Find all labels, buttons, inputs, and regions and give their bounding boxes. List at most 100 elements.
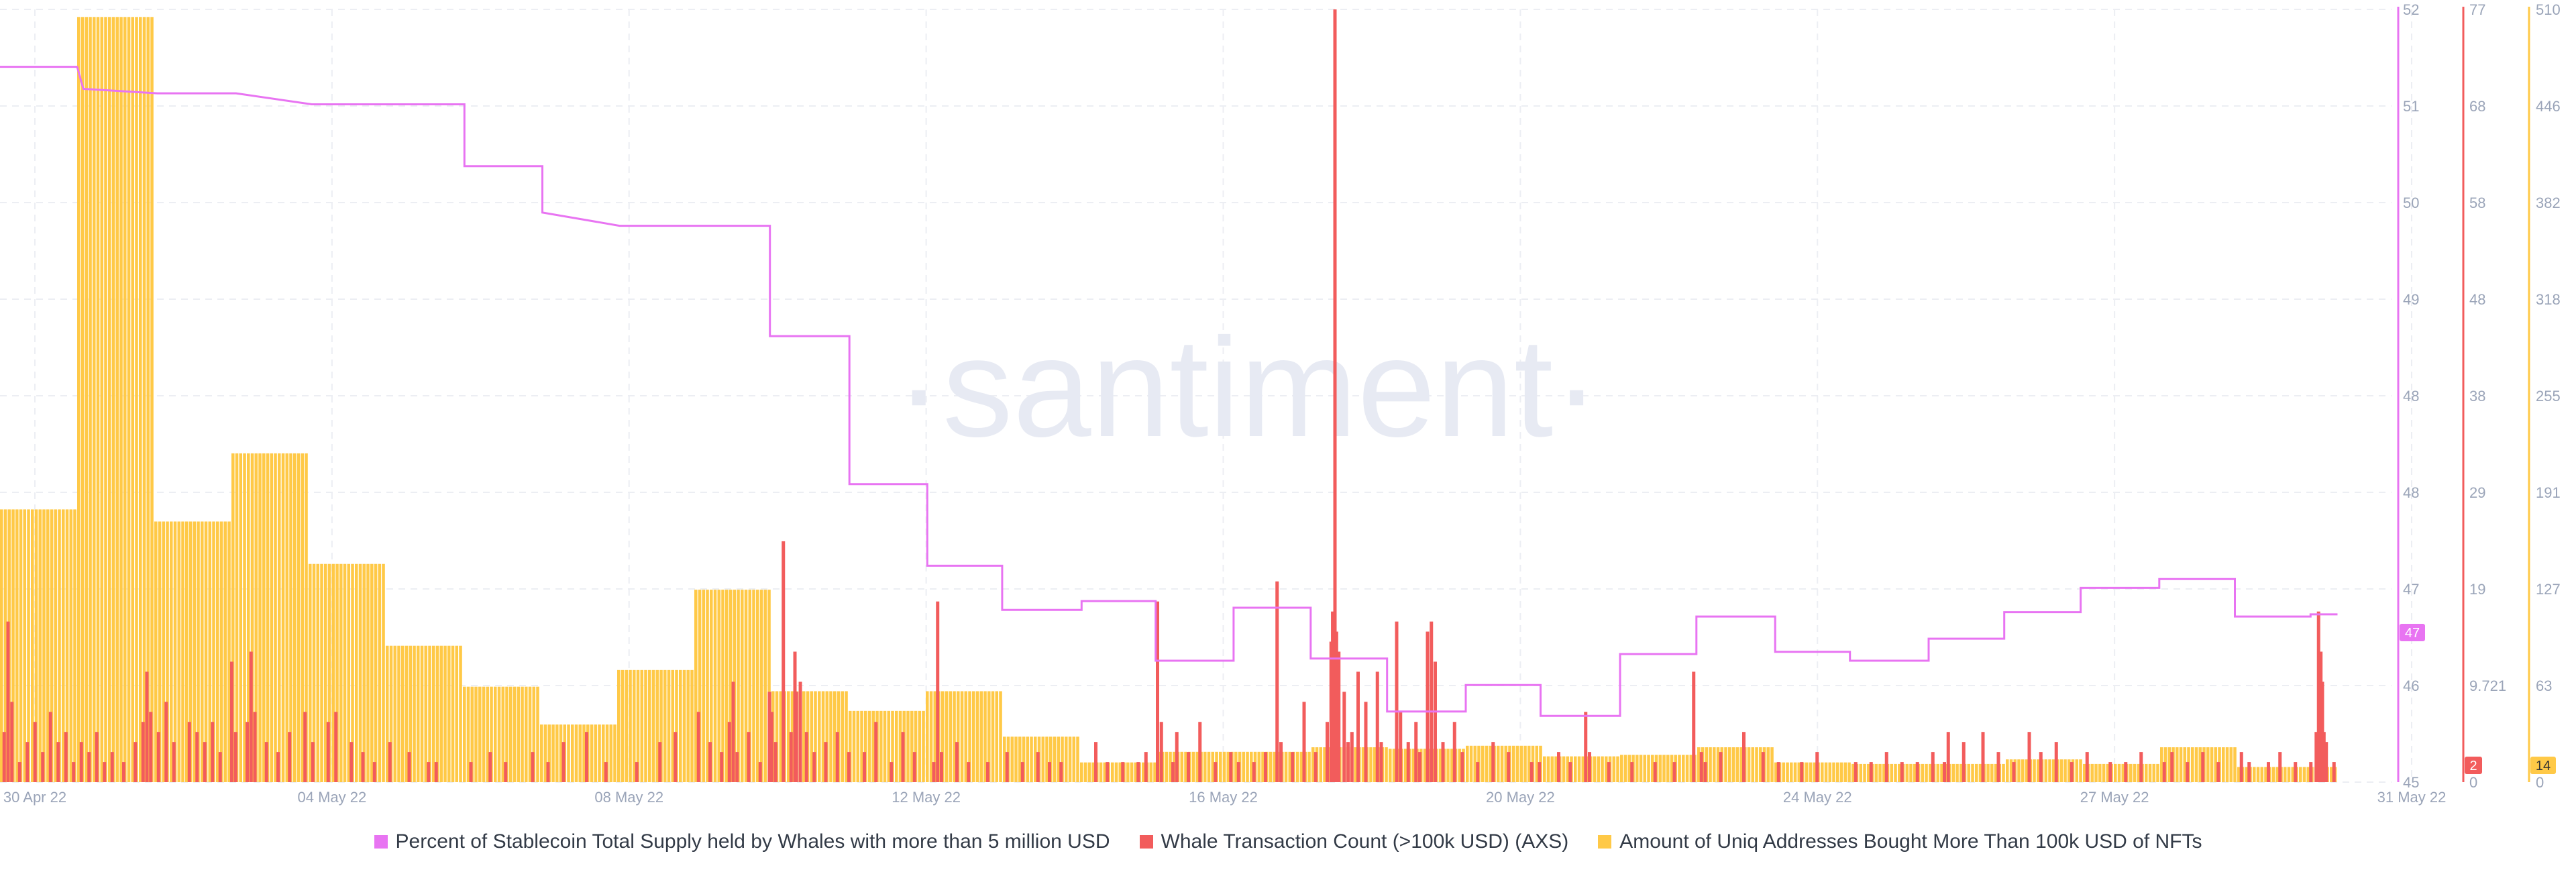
- nft-bar: [1978, 763, 1982, 782]
- nft-bar: [1041, 737, 1045, 782]
- whale-tx-bar: [1491, 742, 1495, 782]
- nft-bar: [706, 590, 709, 782]
- nft-bar: [1728, 747, 1731, 782]
- whale-tx-bar: [230, 661, 233, 782]
- nft-bar: [648, 669, 651, 782]
- nft-bar: [1523, 745, 1527, 782]
- nft-bar: [841, 691, 845, 782]
- whale-tx-bar: [708, 742, 712, 782]
- nft-bar: [1678, 755, 1681, 782]
- nft-bar: [219, 521, 223, 782]
- whale-tx-bar: [967, 762, 971, 782]
- whale-tx-bar: [195, 732, 199, 782]
- x-tick-label: 16 May 22: [1189, 789, 1258, 806]
- nft-bar: [1226, 751, 1230, 782]
- nft-tick-label: 318: [2536, 291, 2561, 308]
- nft-bar: [1018, 737, 1022, 782]
- nft-tick-label: 446: [2536, 98, 2561, 115]
- nft-bar: [2299, 767, 2302, 782]
- nft-bar: [1083, 762, 1087, 782]
- nft-bar: [1874, 763, 1878, 782]
- nft-bar: [2002, 763, 2005, 782]
- whale-tx-bar: [1441, 742, 1445, 782]
- nft-bar: [713, 590, 717, 782]
- whale-tx-bar: [1059, 762, 1063, 782]
- nft-bar: [825, 691, 829, 782]
- whale-tx-bar: [1588, 752, 1591, 782]
- nft-bar: [2194, 747, 2198, 782]
- nft-bar: [1843, 762, 1847, 782]
- nft-bar: [1709, 747, 1712, 782]
- stablecoin-tick-label: 46: [2403, 677, 2419, 694]
- nft-bar: [609, 724, 613, 782]
- whale-tx-bar: [1333, 9, 1337, 782]
- whale-tx-bar: [782, 541, 786, 782]
- whale-tx-bar: [1900, 762, 1904, 782]
- nft-bar: [343, 563, 347, 782]
- whale-tx-bar: [674, 732, 678, 782]
- nft-bar: [698, 590, 702, 782]
- whale-tx-bar: [1426, 631, 1430, 782]
- whale-tx-bar: [303, 712, 307, 782]
- whale-tx-bar: [2332, 762, 2336, 782]
- nft-tick-label: 0: [2536, 774, 2544, 791]
- nft-bar: [1713, 747, 1716, 782]
- nft-bar: [2287, 767, 2291, 782]
- nft-bar: [748, 590, 752, 782]
- whale-tx-bar: [211, 722, 215, 782]
- nft-bar: [1782, 762, 1786, 782]
- nft-bar: [474, 686, 478, 782]
- whale-tx-bar: [1364, 702, 1368, 782]
- nft-bar: [1169, 751, 1172, 782]
- nft-bar: [250, 453, 254, 782]
- nft-bar: [571, 724, 574, 782]
- nft-bar: [821, 691, 825, 782]
- nft-bar: [417, 645, 420, 782]
- nft-bar: [1087, 762, 1091, 782]
- nft-bar: [659, 669, 663, 782]
- nft-bar: [1149, 762, 1153, 782]
- nft-bar: [1766, 747, 1770, 782]
- whale-tx-bar: [1005, 752, 1009, 782]
- whale-tx-bar: [1884, 752, 1888, 782]
- nft-bar: [1836, 762, 1839, 782]
- whale-tx-bar: [1742, 732, 1746, 782]
- nft-bar: [1566, 756, 1570, 782]
- whale-tx-bar: [1252, 762, 1256, 782]
- nft-bar: [305, 453, 308, 782]
- whale-tx-bar: [2239, 752, 2243, 782]
- nft-bar: [2225, 747, 2229, 782]
- legend-label-whale-tx: Whale Transaction Count (>100k USD) (AXS…: [1161, 830, 1569, 853]
- nft-bar: [1118, 762, 1122, 782]
- nft-bar: [2330, 767, 2333, 782]
- nft-bar: [633, 669, 636, 782]
- legend-item-whale-tx[interactable]: Whale Transaction Count (>100k USD) (AXS…: [1139, 830, 1569, 853]
- nft-bar: [613, 724, 616, 782]
- whale-tx-bar: [488, 752, 492, 782]
- nft-bar: [871, 710, 875, 782]
- nft-bar: [2264, 767, 2267, 782]
- whale_tx-current-badge: [2465, 757, 2482, 774]
- legend-item-nft[interactable]: Amount of Uniq Addresses Bought More Tha…: [1598, 830, 2202, 853]
- whale-tx-bar: [2027, 732, 2031, 782]
- nft-bar: [845, 691, 848, 782]
- nft-bar: [2044, 759, 2048, 782]
- nft-bar: [895, 710, 898, 782]
- nft-bar: [281, 453, 285, 782]
- nft-bar: [987, 691, 991, 782]
- nft-bar: [1546, 756, 1550, 782]
- nft-bar: [906, 710, 910, 782]
- nft-bar: [1994, 763, 1998, 782]
- nft-bar: [686, 669, 690, 782]
- nft-bar: [953, 691, 956, 782]
- nft-bar: [1960, 763, 1963, 782]
- nft-bar: [1658, 755, 1662, 782]
- nft-bar: [814, 691, 817, 782]
- legend-item-stablecoin[interactable]: Percent of Stablecoin Total Supply held …: [374, 830, 1110, 853]
- nft-bar: [2083, 763, 2086, 782]
- whale-tx-bar: [912, 752, 916, 782]
- nft-bar: [1269, 751, 1273, 782]
- nft-bar: [2245, 767, 2249, 782]
- nft-bar: [362, 563, 366, 782]
- whale-tx-bar: [1331, 611, 1335, 782]
